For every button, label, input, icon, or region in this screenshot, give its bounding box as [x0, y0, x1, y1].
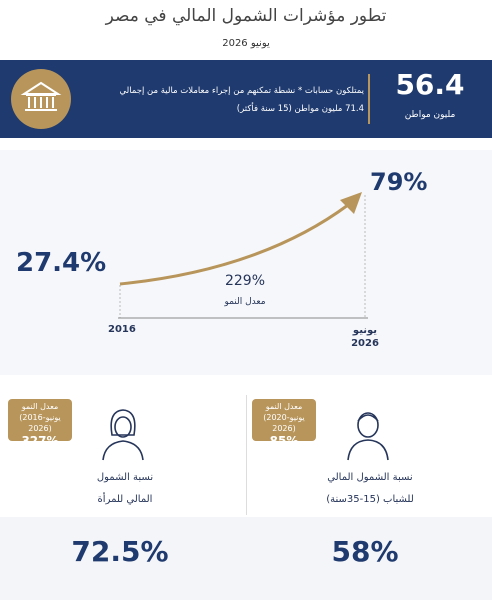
- banner-unit: مليون مواطن: [404, 110, 456, 120]
- title: تطور مؤشرات الشمول المالي في مصر: [105, 6, 387, 26]
- women-value: 72.5%: [71, 535, 169, 568]
- badge-line: معدل النمو: [265, 402, 303, 411]
- badge-line: (2020-يونيو 2026): [263, 413, 305, 433]
- women-label: نسبة الشمول المالي للمرأة: [60, 467, 190, 511]
- woman-icon: [102, 409, 144, 461]
- end-label-line: 2026: [351, 338, 379, 349]
- start-value: 27.4%: [16, 248, 107, 278]
- label-line: نسبة الشمول المالي: [327, 472, 413, 483]
- growth-panel: 79% 27.4% 229% معدل النمو 2016 يونيو 202…: [0, 150, 492, 375]
- divider: [246, 395, 247, 515]
- banner: يمتلكون حسابات * نشطة تمكنهم من إجراء مع…: [0, 60, 492, 138]
- youth-icon: [347, 412, 389, 461]
- banner-value: 56.4: [395, 68, 465, 101]
- badge-value: 85%: [269, 434, 299, 448]
- end-value: 79%: [370, 168, 428, 196]
- youth-badge: معدل النمو (2020-يونيو 2026) 85%: [252, 399, 316, 448]
- values-strip: [0, 517, 492, 600]
- youth-label: نسبة الشمول المالي للشباب (15-35سنة): [305, 467, 435, 511]
- bank-icon: [11, 69, 71, 129]
- end-label-line: يونيو: [352, 325, 378, 336]
- banner-line: 71.4 مليون مواطن (15 سنة فأكثر): [236, 104, 364, 114]
- end-label: يونيو 2026: [335, 324, 395, 350]
- women-badge: معدل النمو (2016-يونيو 2026) 327%: [8, 399, 72, 448]
- rate: 229%: [224, 273, 266, 289]
- badge-value: 327%: [21, 434, 59, 448]
- label-line: المالي للمرأة: [97, 494, 153, 505]
- badge-line: معدل النمو: [21, 402, 59, 411]
- banner-line: يمتلكون حسابات * نشطة تمكنهم من إجراء مع…: [119, 86, 364, 96]
- banner-text: يمتلكون حسابات * نشطة تمكنهم من إجراء مع…: [74, 82, 364, 118]
- start-label: 2016: [108, 324, 136, 335]
- badge-line: (2016-يونيو 2026): [19, 413, 61, 433]
- divider: [368, 74, 370, 124]
- date: يونيو 2026: [222, 38, 270, 49]
- label-line: نسبة الشمول: [96, 472, 154, 483]
- label-line: للشباب (15-35سنة): [326, 494, 414, 505]
- rate-label: معدل النمو: [224, 297, 266, 307]
- bottom-panel: معدل النمو (2016-يونيو 2026) 327% نسبة ا…: [0, 385, 492, 600]
- youth-value: 58%: [331, 535, 399, 568]
- growth-arrow: [118, 192, 368, 319]
